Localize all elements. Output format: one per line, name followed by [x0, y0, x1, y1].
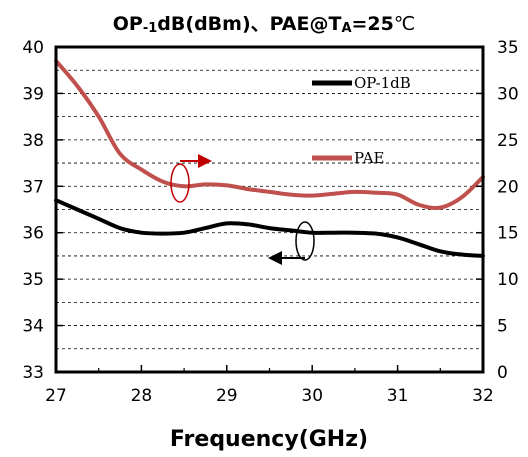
x-tick-label: 28: [131, 386, 153, 406]
x-tick-label: 30: [301, 386, 323, 406]
pae-marker-ellipse: [170, 163, 190, 203]
series-line-op-1db: [54, 198, 485, 258]
y-tick-label: 37: [22, 177, 44, 197]
y-tick-label: 38: [22, 131, 44, 151]
series-group: [54, 58, 485, 258]
legend-label-op1db: OP-1dB: [354, 74, 411, 92]
y2-tick-label: 15: [497, 224, 519, 244]
y-tick-label: 35: [22, 270, 44, 290]
x-axis-label: Frequency(GHz): [170, 427, 368, 452]
y2-tick-label: 5: [497, 317, 508, 337]
y-tick-label: 33: [22, 363, 44, 383]
pae-arrow-head: [198, 154, 212, 168]
chart-title: OP-1dB(dBm)、PAE@TA=25℃: [113, 13, 415, 36]
y-tick-label: 39: [22, 84, 44, 104]
x-tick-label: 29: [216, 386, 238, 406]
series-line-pae: [54, 58, 485, 211]
y-tick-label: 36: [22, 224, 44, 244]
op1db-axis-indicator: [268, 221, 315, 265]
x-tick-label: 31: [387, 386, 409, 406]
y-tick-label: 34: [22, 317, 44, 337]
x-tick-label: 32: [472, 386, 494, 406]
y2-tick-label: 30: [497, 84, 519, 104]
op1db-marker-ellipse: [295, 221, 315, 261]
legend-label-pae: PAE: [354, 149, 385, 167]
y2-tick-label: 10: [497, 270, 519, 290]
legend: OP-1dB PAE: [312, 74, 411, 167]
pae-axis-indicator: [170, 154, 212, 203]
op1db-arrow-head: [268, 251, 282, 265]
x-ticks: 27 28 29 30 31 32: [45, 365, 494, 406]
grid: [56, 69, 483, 350]
y2-tick-label: 0: [497, 363, 508, 383]
x-tick-label: 27: [45, 386, 67, 406]
y2-tick-label: 25: [497, 131, 519, 151]
y2-tick-label: 35: [497, 38, 519, 58]
y-tick-label: 40: [22, 38, 44, 58]
y-ticks-left: 33 34 35 36 37 38 39 40: [22, 38, 63, 383]
y2-tick-label: 20: [497, 177, 519, 197]
y-ticks-right: 0 5 10 15 20 25 30 35: [476, 38, 519, 383]
